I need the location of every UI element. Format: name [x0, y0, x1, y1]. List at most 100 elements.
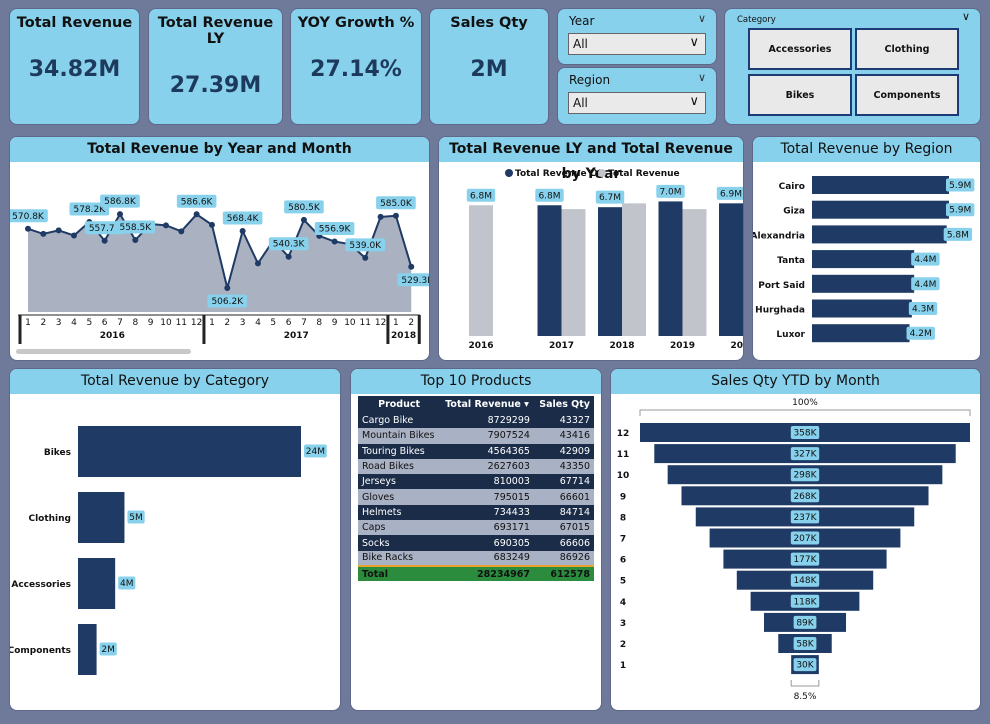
data-label: 24M [306, 447, 325, 457]
table-total-row[interactable]: Total 28234967 612578 [358, 564, 594, 582]
data-label: 4.4M [914, 280, 936, 290]
kpi-total-revenue-ly: Total Revenue LY 27.39M [149, 9, 282, 124]
table-row[interactable]: Jerseys 810003 67714 [358, 474, 594, 490]
category-option-bikes[interactable]: Bikes [748, 74, 852, 116]
region-bar [812, 324, 910, 343]
bar-revenue [469, 205, 493, 336]
column-header-sales-qty[interactable]: Sales Qty [533, 396, 594, 413]
kpi-title: Total Revenue LY [157, 15, 274, 47]
data-point [408, 263, 415, 270]
data-label-box [314, 222, 355, 236]
funnel-bottom-label: 8.5% [794, 692, 817, 702]
table-cell: Socks [358, 535, 441, 551]
data-label: 4M [120, 579, 134, 589]
data-label-box [790, 510, 820, 524]
sort-descending-icon: ▾ [524, 399, 529, 410]
data-label-box [284, 200, 324, 214]
data-label: 529.3K [401, 276, 429, 286]
table-row[interactable]: Gloves 795015 66601 [358, 489, 594, 505]
year-chart-panel: Total Revenue LY and Total Revenue by Ye… [439, 137, 743, 360]
kpi-title: YOY Growth % [297, 15, 415, 31]
y-tick-label: Hurghada [755, 306, 805, 316]
chevron-down-icon[interactable]: ∨ [697, 71, 706, 84]
region-chart-panel: Total Revenue by Region Cairo 5.9M Giza 5.9… [753, 137, 980, 360]
data-label: 586.6K [181, 197, 214, 207]
table-row[interactable]: Road Bikes 2627603 43350 [358, 458, 594, 475]
data-point [116, 211, 123, 218]
data-label-box [656, 184, 685, 198]
table-cell: 43350 [533, 458, 594, 475]
data-label-box [115, 220, 156, 234]
y-tick-label: 12 [617, 429, 630, 439]
y-tick-label: 2 [620, 640, 626, 650]
table-row[interactable]: Touring Bikes 4564365 42909 [358, 443, 594, 459]
category-option-clothing[interactable]: Clothing [855, 28, 959, 70]
year-dropdown[interactable]: All ∨ [568, 33, 706, 55]
data-label: 585.0K [380, 199, 413, 209]
x-tick-label: 5 [86, 318, 92, 328]
data-label-box [397, 273, 429, 287]
x-tick-label: 4 [255, 318, 261, 328]
table-cell: Caps [358, 520, 441, 536]
column-header-product[interactable]: Product [358, 396, 441, 413]
table-row[interactable]: Caps 693171 67015 [358, 520, 594, 536]
y-tick-label: 4 [620, 598, 626, 608]
data-label: 6.7M [599, 193, 621, 203]
table-row[interactable]: Mountain Bikes 7907524 43416 [358, 428, 594, 444]
region-bar [812, 200, 949, 219]
category-option-components[interactable]: Components [855, 74, 959, 116]
y-tick-label: Clothing [28, 514, 71, 524]
x-tick-label: 2016 [468, 341, 493, 351]
data-point [300, 216, 307, 223]
kpi-value: 27.39M [169, 73, 262, 98]
data-label: 358K [793, 429, 817, 439]
data-point [162, 222, 169, 229]
table-row[interactable]: Cargo Bike 8729299 43327 [358, 413, 594, 429]
category-slicer: Category ∨ Accessories Clothing Bikes Co… [725, 9, 980, 124]
table-cell: Touring Bikes [358, 443, 441, 459]
legend-marker [505, 169, 513, 177]
data-label: 586.8K [104, 197, 137, 207]
data-label-box [946, 178, 975, 192]
category-option-accessories[interactable]: Accessories [748, 28, 852, 70]
data-label-box [793, 637, 817, 650]
table-cell: 43416 [533, 428, 594, 444]
region-dropdown[interactable]: All ∨ [568, 92, 706, 114]
column-header-total-revenue[interactable]: Total Revenue ▾ [440, 396, 534, 413]
data-label-box [790, 426, 820, 439]
data-label-box [84, 221, 125, 235]
table-cell: Gloves [358, 489, 441, 505]
data-point [178, 228, 185, 235]
table-cell: 7907524 [440, 428, 534, 444]
data-label: 4.2M [910, 329, 932, 339]
table-cell: Bike Racks [358, 550, 441, 566]
data-label: 578.2K [73, 205, 106, 215]
data-point [392, 212, 399, 219]
data-label: 268K [793, 492, 817, 502]
table-row[interactable]: Socks 690305 66606 [358, 535, 594, 551]
y-tick-label: Components [10, 646, 71, 656]
data-point [55, 227, 62, 234]
chevron-down-icon[interactable]: ∨ [697, 12, 706, 25]
x-tick-label: 6 [286, 318, 292, 328]
horizontal-scrollbar[interactable] [16, 349, 191, 354]
table-row[interactable]: Helmets 734433 84714 [358, 504, 594, 521]
data-label-box [943, 227, 973, 241]
table-cell: 690305 [440, 535, 534, 551]
table-row[interactable]: Bike Racks 683249 86926 [358, 550, 594, 566]
kpi-yoy-growth: YOY Growth % 27.14% [291, 9, 421, 124]
region-bar [812, 176, 949, 194]
region-dropdown-value: All [573, 96, 588, 110]
data-label: 539.0K [349, 241, 382, 251]
bar-revenue-ly [719, 203, 743, 336]
x-tick-label: 2 [224, 318, 230, 328]
x-tick-label: 2 [408, 318, 414, 328]
data-label-box [911, 252, 940, 266]
revenue-area [28, 214, 412, 312]
chevron-down-icon[interactable]: ∨ [961, 10, 970, 23]
y-tick-label: Tanta [777, 256, 805, 266]
region-slicer: Region ∨ All ∨ [558, 68, 716, 124]
x-tick-label: 8 [132, 318, 138, 328]
data-label-box [595, 190, 625, 204]
